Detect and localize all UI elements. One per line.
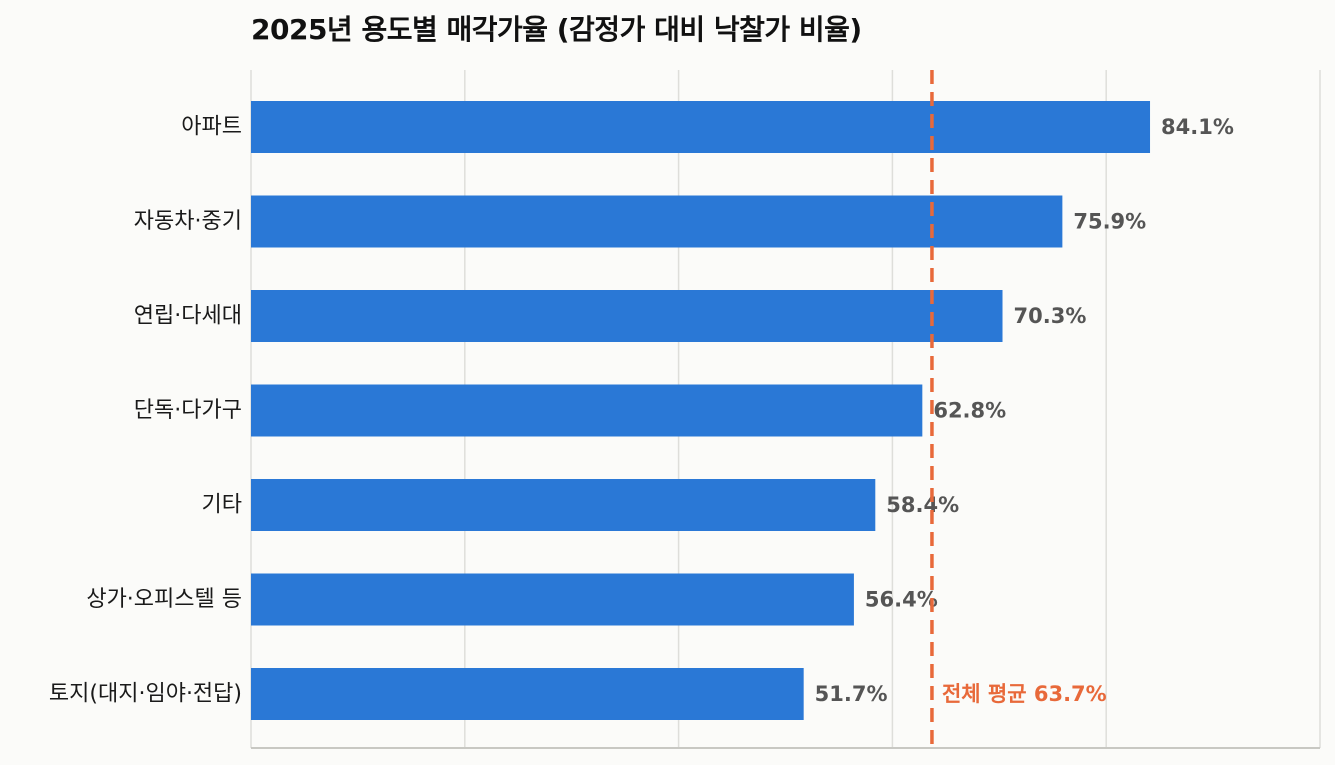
category-label-1: 자동차·중기 xyxy=(134,209,242,234)
bar-6 xyxy=(251,668,804,720)
bar-1 xyxy=(251,195,1063,248)
category-label-6: 토지(대지·임야·전답) xyxy=(49,682,242,707)
category-label-0: 아파트 xyxy=(181,115,242,140)
value-label-2: 70.3% xyxy=(1014,304,1087,328)
bar-4 xyxy=(251,479,876,531)
value-label-3: 62.8% xyxy=(933,399,1006,423)
value-label-5: 56.4% xyxy=(865,588,938,612)
chart-title: 2025년 용도별 매각가율 (감정가 대비 낙찰가 비율) xyxy=(251,13,862,46)
value-label-6: 51.7% xyxy=(815,682,888,706)
category-label-5: 상가·오피스텔 등 xyxy=(86,587,242,612)
value-label-1: 75.9% xyxy=(1073,210,1146,234)
category-label-2: 연립·다세대 xyxy=(134,304,242,329)
bar-2 xyxy=(251,290,1003,342)
value-label-4: 58.4% xyxy=(886,493,959,517)
category-label-4: 기타 xyxy=(202,493,242,518)
bar-3 xyxy=(251,384,923,437)
bar-5 xyxy=(251,573,854,626)
bar-0 xyxy=(251,101,1151,153)
category-label-3: 단독·다가구 xyxy=(134,398,242,423)
value-label-0: 84.1% xyxy=(1161,115,1234,139)
average-reference-label: 전체 평균 63.7% xyxy=(942,682,1107,706)
